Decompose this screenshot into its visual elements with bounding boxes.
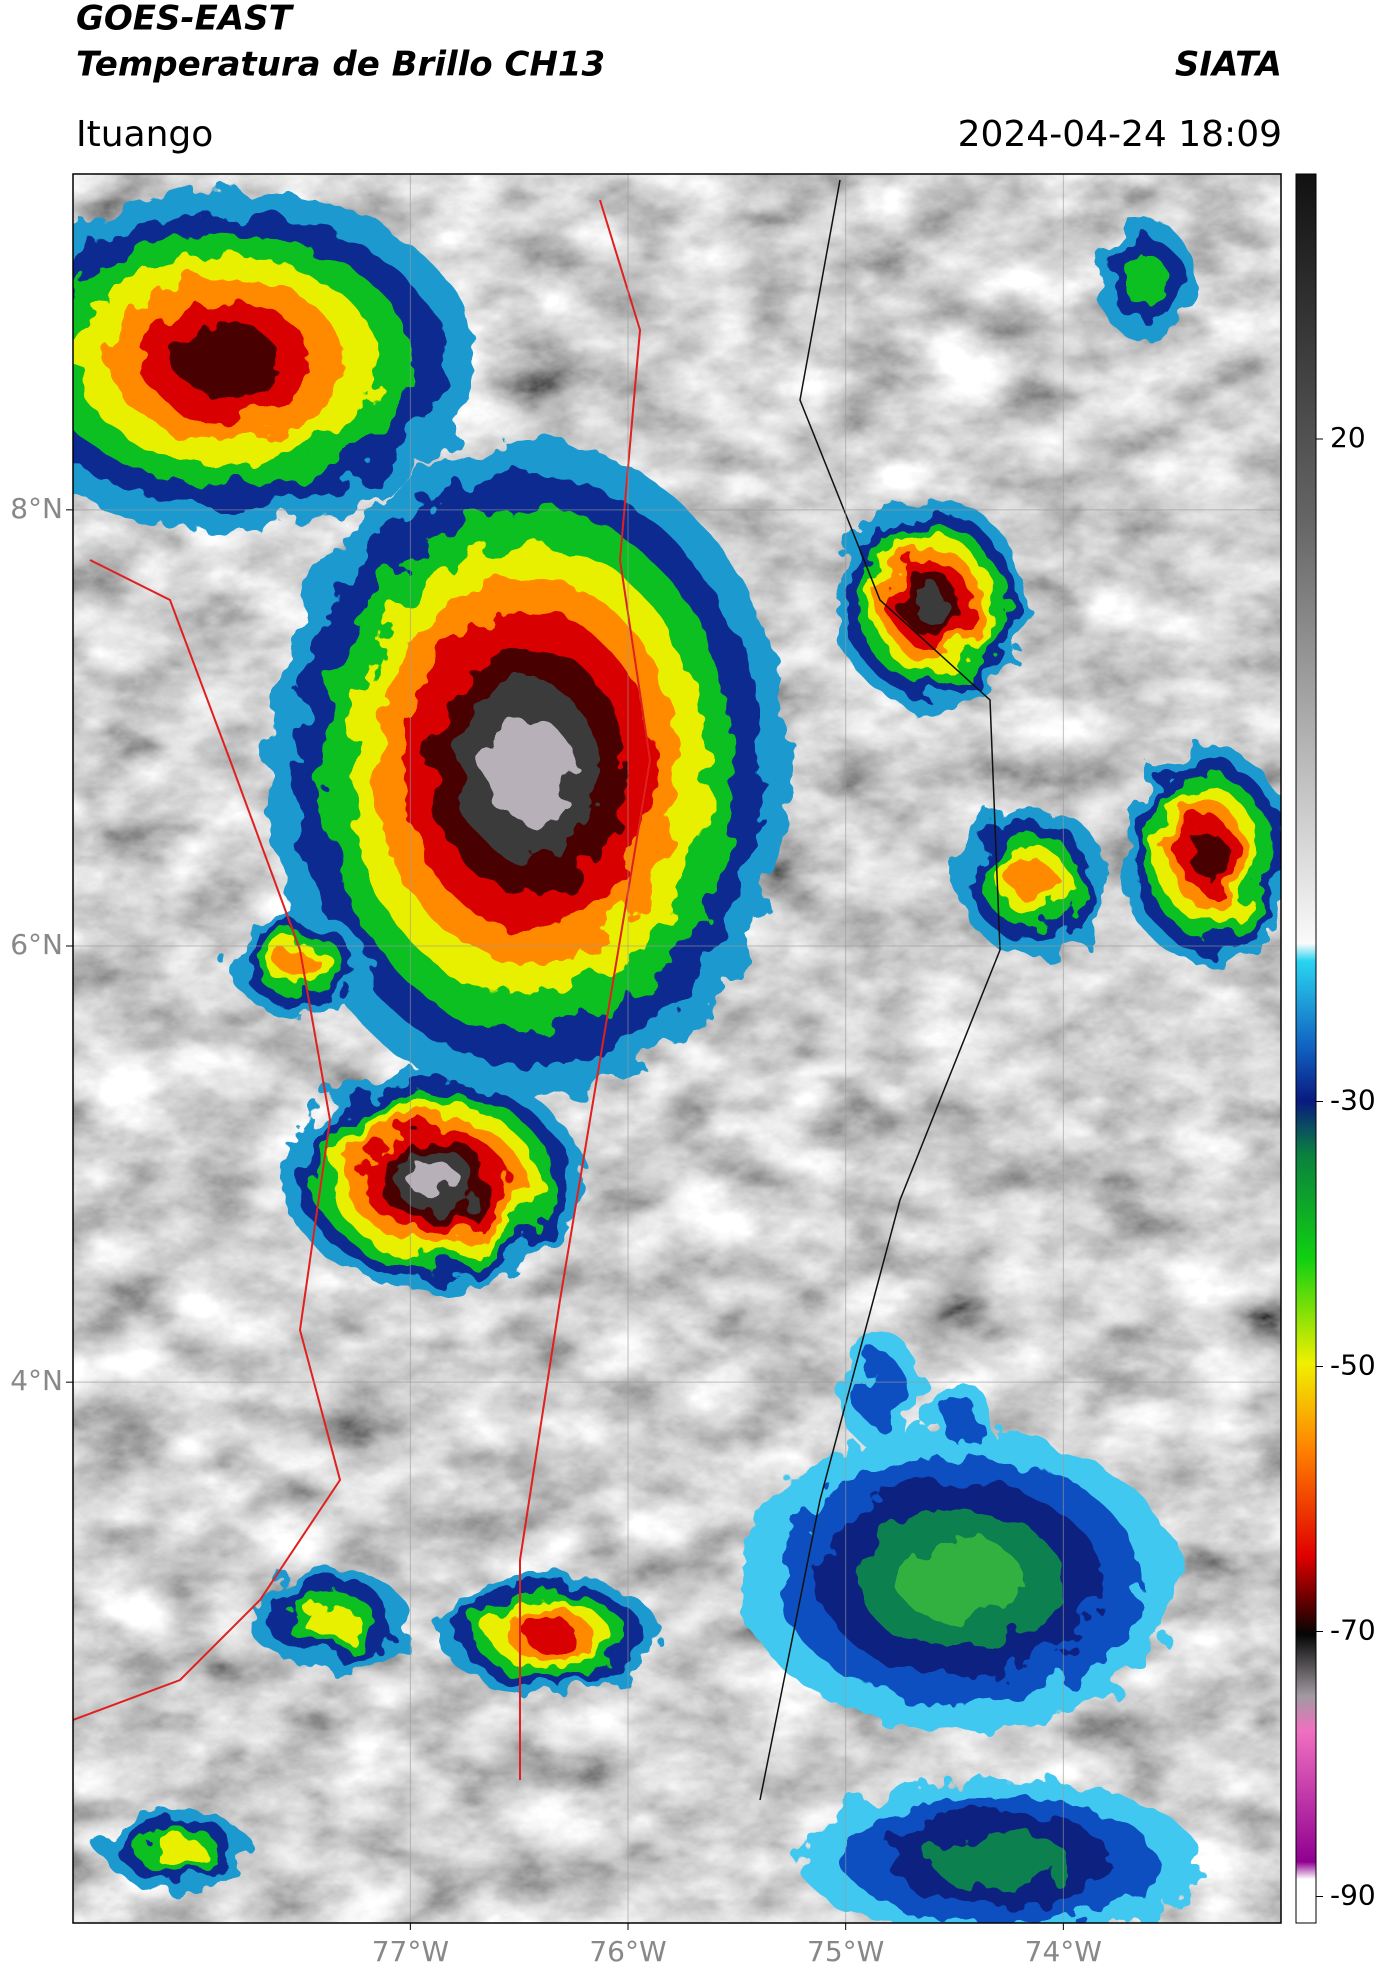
x-tick-label: 77°W [372,1935,449,1968]
colorbar-tick-label: -90 [1330,1879,1376,1912]
y-tick-label: 4°N [10,1364,63,1397]
map-frame [72,173,1282,1924]
storm-cloud [941,1395,979,1445]
satellite-name: GOES-EAST [76,0,295,39]
map-image [73,174,1281,1923]
title: Temperatura de Brillo CH13 [76,45,605,85]
boundary [759,179,1001,1801]
storm-cloud [930,1832,1070,1888]
storm-cloud [897,1537,1023,1623]
colorbar [1295,173,1317,1924]
storm-cloud [302,1602,358,1638]
storm-cloud [523,1620,577,1650]
storm-cloud [149,1835,203,1863]
colorbar-tick-label: 20 [1330,421,1366,454]
datetime: 2024-04-24 18:09 [958,114,1282,155]
coastline [73,559,342,1721]
x-tick-label: 76°W [589,1935,666,1968]
storm-cloud [1190,831,1226,879]
storm-cloud [1122,253,1168,307]
storm-cloud [913,584,949,624]
x-tick-label: 74°W [1025,1935,1102,1968]
storms [73,190,1281,1923]
region: Ituango [76,114,213,155]
x-tick-label: 75°W [807,1935,884,1968]
storm-cloud [484,715,572,825]
storm-cloud [409,1161,459,1199]
y-tick-label: 6°N [10,928,63,961]
colorbar-tick-label: -70 [1330,1614,1376,1647]
tick-labels: 77°W 76°W 75°W 74°W 8°N 6°N 4°N 20 -30 -50 -70 -90 [10,421,1376,1968]
colorbar-tick-label: -50 [1330,1349,1376,1382]
storm-cloud [855,1353,905,1427]
source: SIATA [1175,45,1282,85]
boundary [519,199,652,1780]
colorbar-tick-label: -30 [1330,1084,1376,1117]
storm-cloud [173,324,279,396]
grid [73,174,1281,1923]
y-tick-label: 8°N [10,492,63,525]
storm-cloud [280,950,320,980]
storm-cloud [1010,858,1054,902]
